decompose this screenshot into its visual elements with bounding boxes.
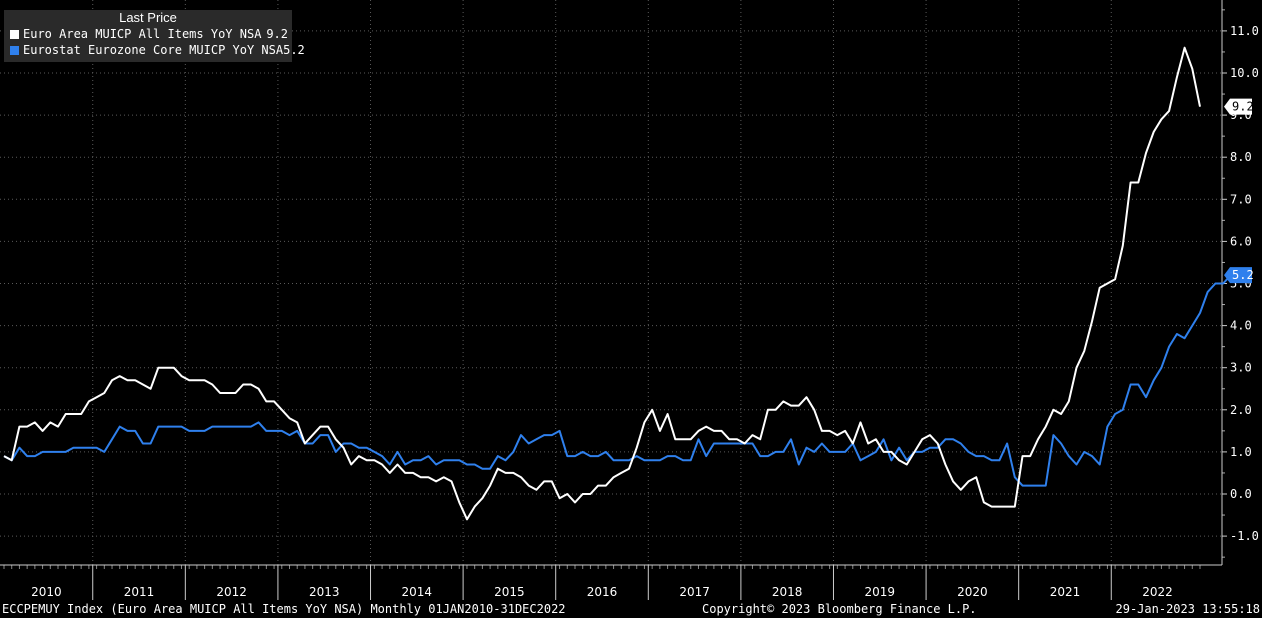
last-value-tag <box>1224 98 1252 115</box>
y-tick-label: 0.0 <box>1230 487 1252 501</box>
y-tick-label: 6.0 <box>1230 234 1252 248</box>
chart-canvas: -1.00.01.02.03.04.05.06.07.08.09.010.011… <box>0 0 1259 600</box>
footer-timestamp: 29-Jan-2023 13:55:18 <box>1115 602 1261 616</box>
legend-swatch-headline <box>10 29 19 39</box>
x-tick-label: 2015 <box>494 585 525 599</box>
y-tick-label: 7.0 <box>1230 192 1252 206</box>
x-tick-label: 2011 <box>124 585 155 599</box>
y-tick-label: 8.0 <box>1230 150 1252 164</box>
y-tick-label: 1.0 <box>1230 445 1252 459</box>
last-value-label: 5.2 <box>1232 268 1254 282</box>
x-tick-label: 2010 <box>31 585 62 599</box>
x-tick-label: 2022 <box>1142 585 1173 599</box>
series-line-core <box>3 274 1232 487</box>
y-tick-label: 2.0 <box>1230 403 1252 417</box>
y-tick-label: 10.0 <box>1230 66 1259 80</box>
legend-header: Last Price <box>119 10 177 25</box>
footer-copyright: Copyright© 2023 Bloomberg Finance L.P. <box>702 602 977 616</box>
y-tick-label: -1.0 <box>1230 529 1259 543</box>
legend: Last Price Euro Area MUICP All Items YoY… <box>4 10 305 62</box>
legend-item-core[interactable]: Eurostat Eurozone Core MUICP YoY NSA 5.2 <box>4 42 305 58</box>
series-lines <box>3 46 1232 521</box>
legend-label-headline: Euro Area MUICP All Items YoY NSA <box>23 27 262 41</box>
last-value-core: 5.2 <box>1224 267 1254 284</box>
legend-swatch-core <box>10 45 19 55</box>
x-tick-label: 2014 <box>402 585 433 599</box>
y-tick-label: 11.0 <box>1230 24 1259 38</box>
last-value-tags: 9.2 5.2 <box>1224 98 1254 284</box>
x-tick-label: 2018 <box>772 585 803 599</box>
last-value-headline: 9.2 <box>1224 98 1254 115</box>
x-tick-label: 2016 <box>587 585 618 599</box>
footer: ECCPEMUY Index (Euro Area MUICP All Item… <box>0 600 1262 618</box>
x-tick-label: 2013 <box>309 585 340 599</box>
last-value-tag <box>1224 267 1252 284</box>
x-tick-label: 2019 <box>865 585 896 599</box>
y-tick-label: 4.0 <box>1230 319 1252 333</box>
footer-security: ECCPEMUY Index (Euro Area MUICP All Item… <box>2 602 566 616</box>
x-tick-label: 2017 <box>679 585 710 599</box>
x-tick-label: 2012 <box>216 585 247 599</box>
legend-value-headline: 9.2 <box>266 27 288 41</box>
legend-item-headline[interactable]: Euro Area MUICP All Items YoY NSA 9.2 <box>4 26 292 42</box>
legend-value-core: 5.2 <box>283 43 305 57</box>
legend-label-core: Eurostat Eurozone Core MUICP YoY NSA <box>23 43 284 57</box>
plot-area <box>0 0 1222 565</box>
x-axis: 2010 2011 2012 2013 2014 2015 2016 2017 2018 2019… <box>0 564 1222 600</box>
series-line-headline <box>3 46 1201 521</box>
x-tick-label: 2020 <box>957 585 988 599</box>
x-tick-label: 2021 <box>1050 585 1081 599</box>
y-tick-label: 3.0 <box>1230 361 1252 375</box>
last-value-label: 9.2 <box>1232 100 1254 114</box>
